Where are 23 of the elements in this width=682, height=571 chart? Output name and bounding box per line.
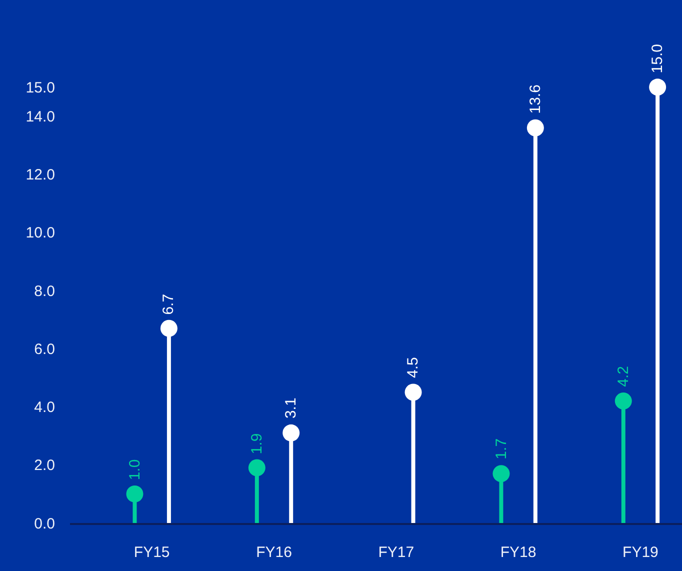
data-label: 6.7 [160,294,178,315]
data-label: 1.9 [248,433,266,454]
data-label: 4.5 [404,357,422,378]
data-label: 15.0 [648,44,666,74]
data-label: 3.1 [282,398,300,419]
data-label: 1.0 [126,459,144,480]
x-tick-label: FY18 [500,544,536,561]
x-tick-label: FY17 [378,544,414,561]
y-tick-label: 0.0 [34,515,55,532]
x-tick-label: FY15 [134,544,170,561]
data-label: 4.2 [614,366,632,387]
y-tick-label: 6.0 [34,340,55,358]
y-tick-label: 10.0 [26,224,55,242]
y-tick-label: 8.0 [34,282,55,300]
data-label: 1.7 [493,438,510,460]
y-tick-label: 4.0 [34,399,55,416]
y-tick-label: 12.0 [26,166,55,184]
y-tick-label: 15.0 [26,79,55,96]
x-tick-label: FY19 [622,544,658,561]
x-tick-label: FY16 [256,544,292,561]
data-label: 13.6 [527,84,544,114]
y-tick-label: 14.0 [26,108,55,126]
y-tick-label: 2.0 [34,457,55,474]
